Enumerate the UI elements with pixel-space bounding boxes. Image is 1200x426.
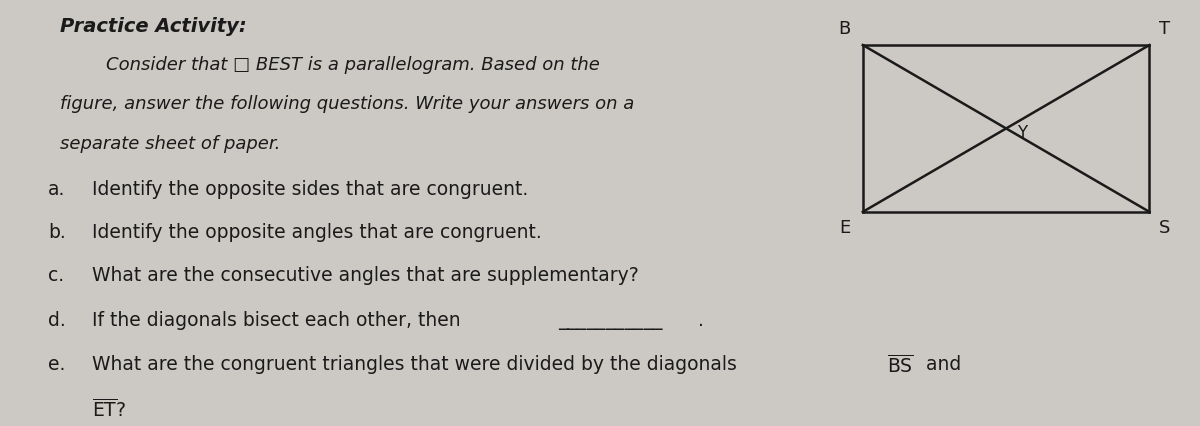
Text: figure, answer the following questions. Write your answers on a: figure, answer the following questions. … [60, 95, 635, 113]
Text: a.: a. [48, 179, 66, 199]
Text: B: B [839, 20, 851, 38]
Text: T: T [1159, 20, 1170, 38]
Text: Identify the opposite sides that are congruent.: Identify the opposite sides that are con… [92, 179, 529, 199]
Text: separate sheet of paper.: separate sheet of paper. [60, 134, 281, 152]
Text: $\overline{\mathrm{ET}}$?: $\overline{\mathrm{ET}}$? [92, 397, 126, 420]
Text: E: E [840, 219, 851, 236]
Text: b.: b. [48, 223, 66, 242]
Text: e.: e. [48, 354, 66, 373]
Text: Practice Activity:: Practice Activity: [60, 17, 247, 36]
Text: $\overline{\mathrm{BS}}$: $\overline{\mathrm{BS}}$ [887, 354, 913, 376]
Text: and: and [920, 354, 961, 373]
Text: .: . [698, 310, 704, 329]
Text: d.: d. [48, 310, 66, 329]
Text: S: S [1159, 219, 1170, 236]
Text: What are the congruent triangles that were divided by the diagonals: What are the congruent triangles that we… [92, 354, 743, 373]
Text: c.: c. [48, 266, 65, 285]
Text: Consider that □ BEST is a parallelogram. Based on the: Consider that □ BEST is a parallelogram.… [60, 56, 600, 74]
Text: ___________: ___________ [558, 310, 662, 329]
Text: Y: Y [1016, 123, 1027, 141]
Text: Identify the opposite angles that are congruent.: Identify the opposite angles that are co… [92, 223, 542, 242]
Text: What are the consecutive angles that are supplementary?: What are the consecutive angles that are… [92, 266, 640, 285]
Text: If the diagonals bisect each other, then: If the diagonals bisect each other, then [92, 310, 461, 329]
